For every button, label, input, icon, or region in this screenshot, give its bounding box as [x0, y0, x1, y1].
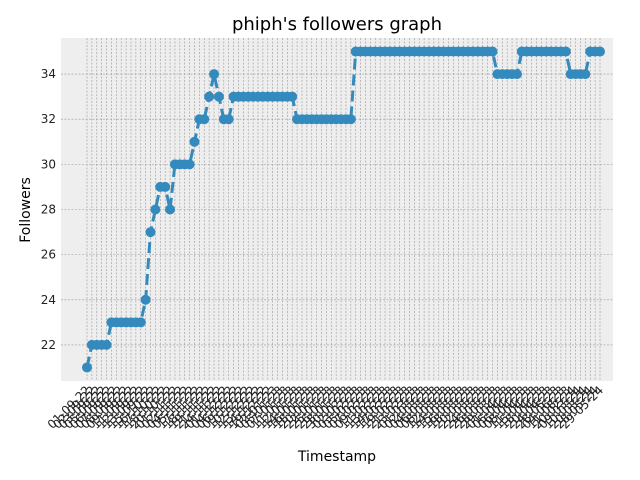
- y-tick-label: 26: [41, 248, 56, 262]
- data-point: [184, 159, 195, 170]
- data-point: [135, 317, 146, 328]
- data-point: [560, 46, 571, 57]
- x-axis-label: Timestamp: [297, 449, 376, 465]
- data-point: [82, 362, 92, 373]
- data-point: [145, 227, 156, 238]
- data-point: [487, 46, 498, 57]
- data-point: [189, 136, 200, 147]
- data-point: [140, 294, 151, 305]
- y-tick-label: 30: [41, 157, 56, 171]
- y-axis-ticks: 22 24 26 28 30 32 34: [41, 67, 56, 352]
- data-point: [150, 204, 161, 215]
- data-point: [204, 91, 215, 102]
- data-point: [199, 114, 210, 125]
- data-point: [213, 91, 224, 102]
- y-tick-label: 34: [41, 67, 56, 81]
- data-point: [287, 91, 298, 102]
- data-point: [511, 69, 522, 80]
- data-point: [223, 114, 234, 125]
- y-tick-label: 22: [41, 338, 56, 352]
- data-point: [580, 69, 591, 80]
- data-point: [595, 46, 605, 57]
- data-point: [101, 339, 112, 350]
- y-axis-label: Followers: [18, 177, 34, 243]
- y-tick-label: 28: [41, 203, 56, 217]
- y-tick-label: 24: [41, 293, 56, 307]
- data-point: [160, 181, 171, 192]
- chart-title: phiph's followers graph: [232, 14, 442, 35]
- series-points: [82, 46, 605, 373]
- y-tick-label: 32: [41, 112, 56, 126]
- data-point: [209, 69, 220, 80]
- data-point: [165, 204, 176, 215]
- x-axis-ticks: 01-09-2202-09-2203-09-2205-09-2206-09-22…: [45, 383, 606, 431]
- data-point: [345, 114, 356, 125]
